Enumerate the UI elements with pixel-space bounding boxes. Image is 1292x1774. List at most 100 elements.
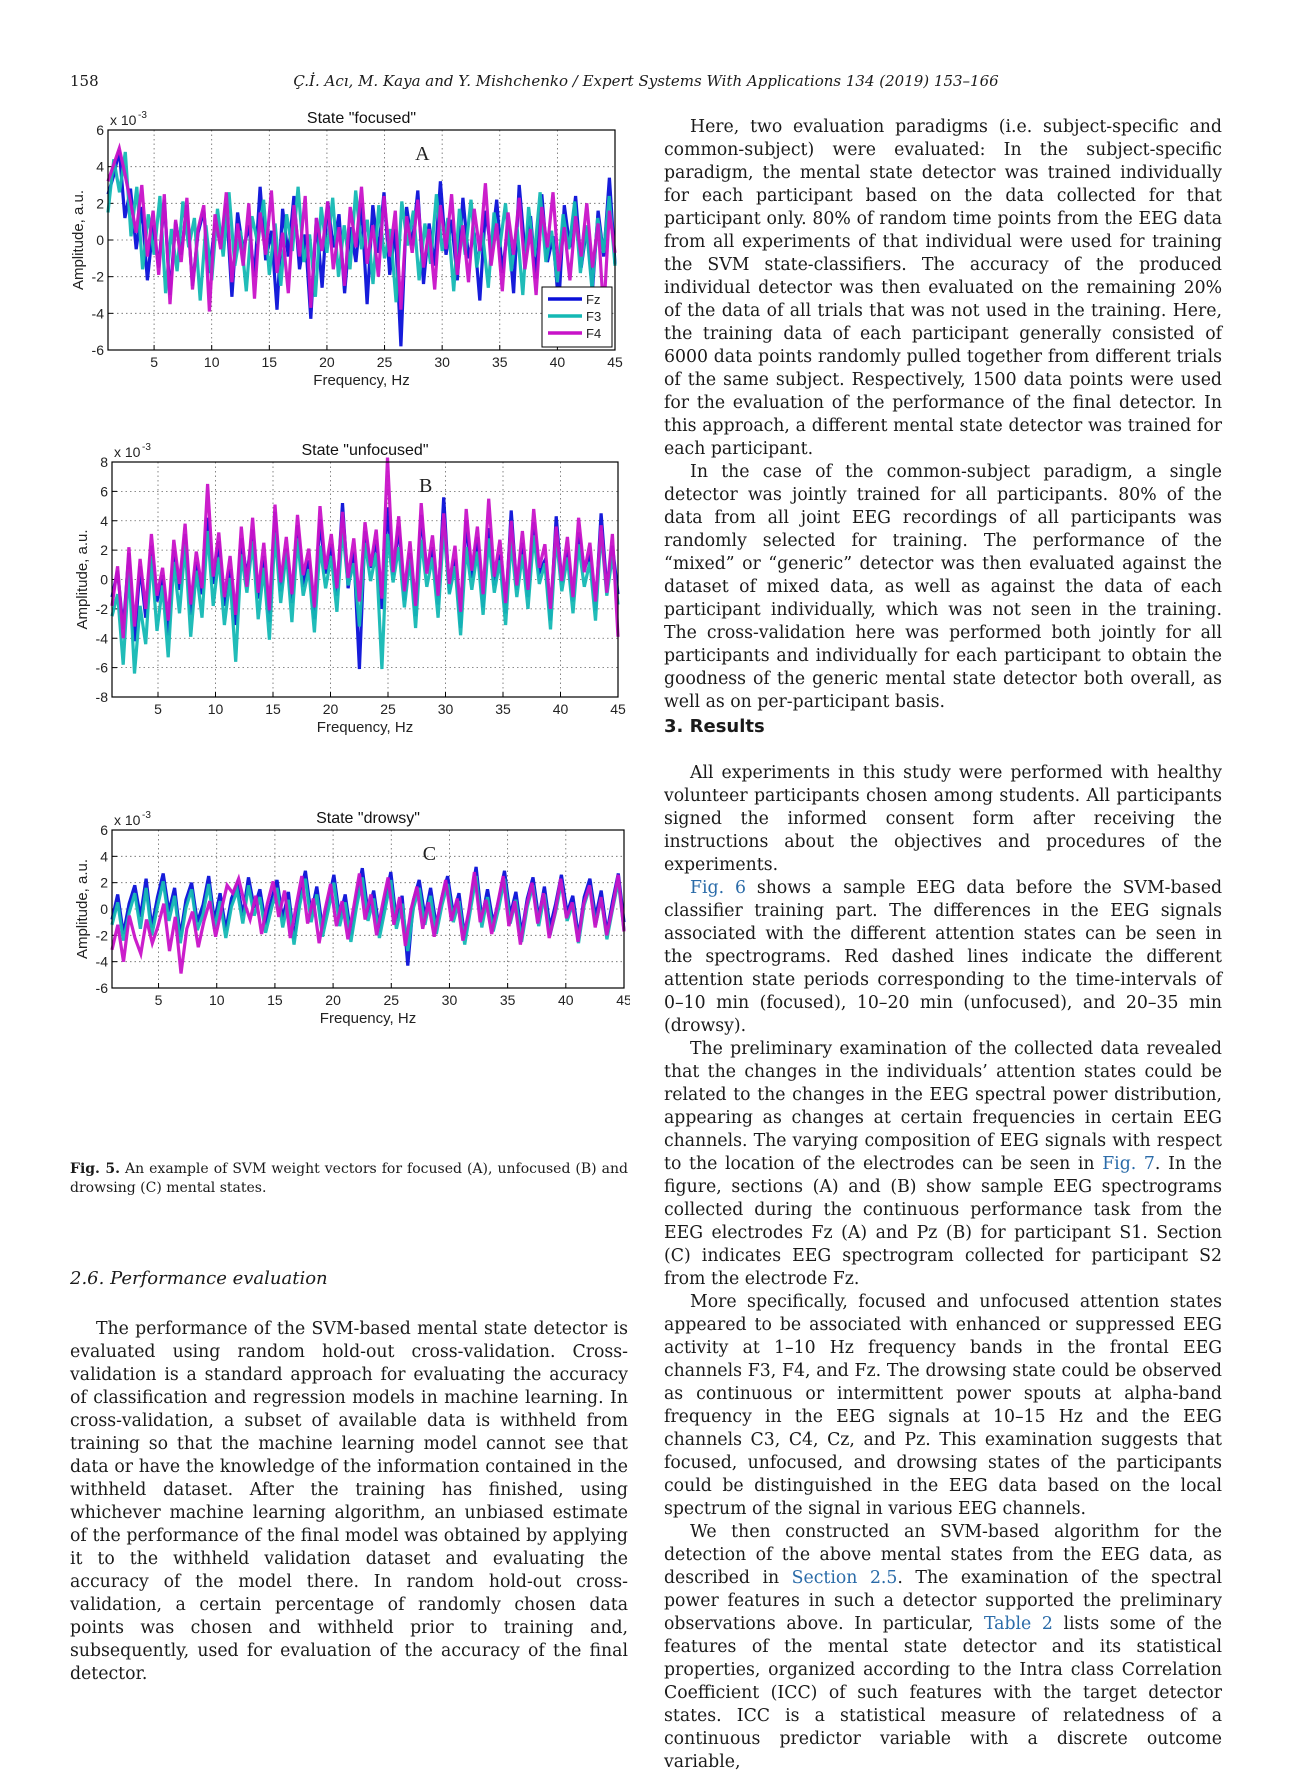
series-line-f4 [110,871,626,974]
paragraph: All experiments in this study were perfo… [664,763,1222,875]
y-tick-label: 8 [100,454,108,470]
x-tick-label: 15 [265,701,281,717]
y-tick-label: -2 [96,601,109,617]
panel-label: A [415,143,430,165]
chart-title: State "drowsy" [316,810,420,827]
x-tick-label: 30 [438,701,454,717]
x-tick-label: 10 [208,701,224,717]
x-axis-label: Frequency, Hz [313,372,409,389]
legend-label: F3 [586,309,601,324]
x-tick-label: 20 [319,354,335,370]
paragraph: In the case of the common-subject paradi… [664,462,1222,712]
exponent-power: -3 [142,810,151,821]
paragraph: The performance of the SVM-based mental … [70,1319,628,1684]
x-tick-label: 25 [377,354,393,370]
text-run: shows a sample EEG data before the SVM-b… [664,878,1223,1036]
x-tick-label: 35 [492,354,508,370]
table2-link[interactable]: Table 2 [983,1614,1053,1634]
series-line-f4 [106,142,617,314]
y-axis-label: Amplitude, a.u. [74,529,91,629]
paragraph: More specifically, focused and unfocused… [664,1292,1222,1519]
y-tick-label: 6 [100,822,108,838]
text-run: The preliminary examination of the colle… [664,1039,1222,1174]
chart-svg: 5 10 15 20 25 30 35 40 45 -6 -4 -2 0 2 4 6 State "drowsy… [74,810,630,1027]
y-tick-label: 4 [100,848,108,864]
y-tick-label: -6 [96,660,109,676]
y-tick-label: 4 [100,513,108,529]
x-tick-label: 35 [495,701,511,717]
x-tick-label: 20 [323,701,339,717]
x-tick-label: 10 [209,992,225,1008]
plot-frame [111,829,625,989]
paragraph: Fig. 6 shows a sample EEG data before th… [664,877,1222,1038]
x-tick-label: 25 [383,992,399,1008]
x-tick-label: 45 [607,354,623,370]
text-run: . In the figure, sections (A) and (B) sh… [664,1154,1222,1289]
series-line-f3 [110,875,626,952]
figure-label: Fig. 5. [70,1161,120,1177]
y-tick-label: -6 [96,980,109,996]
y-axis-label: Amplitude, a.u. [74,859,91,959]
y-tick-label: -2 [92,269,105,285]
x-tick-label: 40 [550,354,566,370]
fig7-link[interactable]: Fig. 7 [1102,1154,1155,1174]
x-tick-label: 10 [204,354,220,370]
y-tick-label: 2 [96,195,104,211]
running-header: Ç.İ. Acı, M. Kaya and Y. Mishchenko / Ex… [293,72,999,90]
chart-svg: 5 10 15 20 25 30 35 40 45 -6 -4 -2 0 2 4 6 State "focuse… [70,110,623,389]
y-tick-label: 6 [100,483,108,499]
page-number: 158 [70,72,99,90]
x-tick-label: 30 [442,992,458,1008]
x-tick-label: 25 [380,701,396,717]
paragraph: The preliminary examination of the colle… [664,1038,1222,1291]
fig6-link[interactable]: Fig. 6 [690,878,746,898]
y-tick-label: 2 [100,542,108,558]
x-tick-label: 45 [616,992,630,1008]
chart-title: State "unfocused" [302,442,429,459]
paragraph: Here, two evaluation paradigms (i.e. sub… [664,117,1222,459]
paragraph: We then constructed an SVM-based algorit… [664,1521,1222,1774]
x-tick-label: 15 [262,354,278,370]
x-tick-label: 45 [610,701,626,717]
exponent-power: -3 [142,442,151,453]
chart-drowsy: 5 10 15 20 25 30 35 40 45 -6 -4 -2 0 2 4 6 State "drowsy… [70,805,630,1135]
x-tick-label: 5 [154,701,162,717]
text-run: lists some of the features of the mental… [664,1614,1222,1772]
chart-unfocused: 5 10 15 20 25 30 35 40 45 -8 -6 -4 -2 0 2 4 6 8 State "unf… [70,440,630,800]
figure-caption-text: An example of SVM weight vectors for foc… [70,1161,628,1196]
y-tick-label: -4 [96,630,109,646]
chart-focused: 5 10 15 20 25 30 35 40 45 -6 -4 -2 0 2 4 6 State "focuse… [70,110,630,420]
y-tick-label: 4 [96,159,104,175]
x-tick-label: 30 [434,354,450,370]
chart-svg: 5 10 15 20 25 30 35 40 45 -8 -6 -4 -2 0 2 4 6 8 State "unf… [74,442,626,736]
panel-label: B [419,475,432,497]
legend-label: Fz [586,292,600,307]
x-tick-label: 5 [150,354,158,370]
x-tick-label: 15 [267,992,283,1008]
exponent-label: x 10 [110,112,137,128]
x-tick-label: 5 [155,992,163,1008]
panel-label: C [423,843,436,865]
text-run: . The examination of the spectral power … [664,1568,1222,1634]
legend-label: F4 [586,326,601,341]
x-tick-label: 35 [500,992,516,1008]
series-line-f4 [110,457,620,639]
y-tick-label: 0 [96,232,104,248]
exponent-label: x 10 [114,444,141,460]
y-tick-label: -2 [96,927,109,943]
plot-frame [107,129,616,351]
exponent-power: -3 [138,110,147,121]
x-tick-label: 40 [558,992,574,1008]
chart-title: State "focused" [307,110,416,127]
section-2-6-body: The performance of the SVM-based mental … [70,1318,628,1686]
y-tick-label: -4 [96,954,109,970]
y-tick-label: -6 [92,342,105,358]
section-2-5-link[interactable]: Section 2.5 [791,1568,898,1588]
y-tick-label: 6 [96,122,104,138]
section-title-2-6: 2.6. Performance evaluation [70,1268,328,1289]
series-line-f3 [106,151,617,303]
y-tick-label: -4 [92,305,105,321]
y-axis-label: Amplitude, a.u. [70,190,87,290]
section-title-results: 3. Results [664,716,765,737]
x-axis-label: Frequency, Hz [320,1010,416,1027]
